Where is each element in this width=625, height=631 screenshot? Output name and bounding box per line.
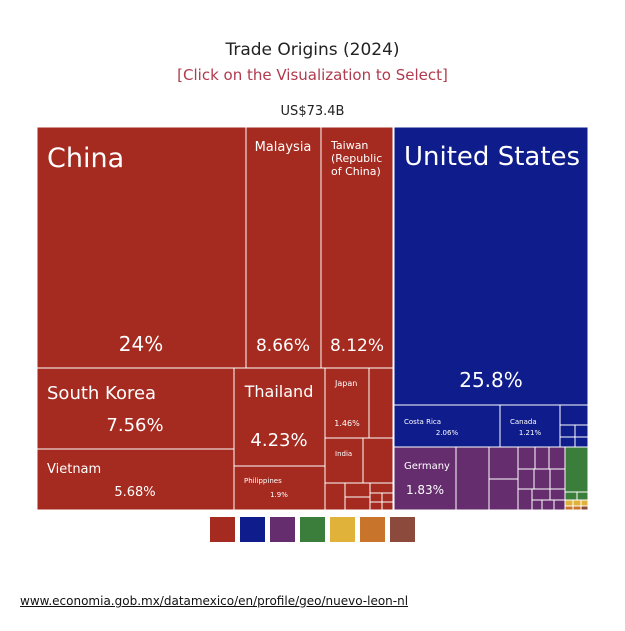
legend-swatch-green[interactable] [300,517,325,542]
tile-minor-asia-5[interactable] [369,482,394,494]
tile-india[interactable] [324,437,364,484]
tile-minor-europe-22[interactable] [533,468,551,490]
tile-label-philippines: Philippines [244,477,282,485]
tile-minor-asia-0[interactable] [368,367,394,439]
tile-minor-europe-27[interactable] [531,499,543,511]
tile-thailand[interactable] [233,367,326,467]
tile-minor-europe-28[interactable] [541,499,555,511]
tile-value-thailand: 4.23% [250,430,307,451]
tile-germany[interactable] [393,446,457,511]
legend-swatch-brown[interactable] [390,517,415,542]
tile-label-china: China [47,143,124,174]
tile-label-malaysia: Malaysia [255,140,312,155]
legend-swatch-orange[interactable] [360,517,385,542]
chart-title: Trade Origins (2024) [225,40,400,60]
tile-united-states[interactable] [393,126,589,406]
tile-minor-green-31[interactable] [564,491,578,501]
tile-minor-asia-8[interactable] [369,501,383,511]
tile-minor-europe-18[interactable] [517,446,536,470]
tile-label-vietnam: Vietnam [47,462,101,477]
tile-label-taiwan-republic-of-china-0: Taiwan [330,139,368,152]
tile-value-taiwan-republic-of-china: 8.12% [330,336,384,356]
tile-minor-yellow-33[interactable] [564,499,574,507]
tile-label-canada: Canada [510,418,537,426]
tile-south-korea[interactable] [36,367,235,450]
tile-philippines[interactable] [233,465,326,511]
tile-minor-asia-1[interactable] [362,437,394,484]
tile-minor-europe-16[interactable] [488,446,519,480]
tile-minor-green-30[interactable] [564,446,589,493]
tile-value-vietnam: 5.68% [114,485,155,500]
tile-minor-americas-11[interactable] [559,424,576,438]
chart-total: US$73.4B [280,104,345,119]
tile-value-germany: 1.83% [406,483,444,497]
tile-value-japan: 1.46% [334,419,360,428]
tile-minor-asia-4[interactable] [344,496,371,511]
legend-swatch-europe[interactable] [270,517,295,542]
tile-minor-orange-36[interactable] [564,505,574,511]
tile-minor-europe-20[interactable] [548,446,566,470]
tile-minor-europe-26[interactable] [549,488,566,501]
tile-minor-europe-23[interactable] [549,468,566,490]
tile-japan[interactable] [324,367,370,439]
tile-label-united-states: United States [404,142,580,172]
tile-label-taiwan-republic-of-china-1: (Republic [331,152,382,165]
tile-label-germany: Germany [404,461,450,472]
tile-minor-asia-7[interactable] [381,492,394,503]
tile-minor-americas-13[interactable] [559,436,576,448]
legend [210,517,415,542]
tile-minor-orange-37[interactable] [572,505,582,511]
chart-subtitle[interactable]: [Click on the Visualization to Select] [177,66,448,84]
tile-canada[interactable] [499,404,561,448]
tile-minor-europe-29[interactable] [553,499,566,511]
tile-minor-asia-6[interactable] [369,492,383,503]
tile-minor-europe-21[interactable] [517,468,535,490]
tile-minor-asia-2[interactable] [324,482,346,511]
tile-minor-asia-9[interactable] [381,501,394,511]
tile-vietnam[interactable] [36,448,235,511]
tile-minor-brown-38[interactable] [580,505,589,511]
tile-value-south-korea: 7.56% [106,415,163,436]
tile-label-thailand: Thailand [244,382,314,401]
tile-minor-americas-10[interactable] [559,404,589,426]
tile-costa-rica[interactable] [393,404,501,448]
tile-minor-americas-12[interactable] [574,424,589,438]
tile-label-costa-rica: Costa Rica [404,418,441,426]
tile-value-china: 24% [119,332,163,356]
tile-label-japan: Japan [334,379,357,388]
tile-minor-yellow-34[interactable] [572,499,582,507]
tile-minor-europe-15[interactable] [455,446,490,511]
tile-label-india: India [335,450,352,458]
tile-minor-yellow-35[interactable] [580,499,589,507]
tile-value-malaysia: 8.66% [256,336,310,356]
tile-value-philippines: 1.9% [270,491,288,499]
tile-minor-europe-25[interactable] [531,488,551,501]
tile-value-united-states: 25.8% [459,368,523,392]
tile-taiwan-republic-of-china[interactable] [320,126,394,369]
source-link[interactable]: www.economia.gob.mx/datamexico/en/profil… [20,594,409,608]
tile-minor-green-32[interactable] [576,491,589,501]
tile-china[interactable] [36,126,247,369]
tile-label-taiwan-republic-of-china-2: of China) [331,165,381,178]
legend-swatch-yellow[interactable] [330,517,355,542]
tile-minor-europe-17[interactable] [488,478,519,511]
tile-label-south-korea: South Korea [47,383,156,404]
tile-minor-americas-14[interactable] [574,436,589,448]
legend-swatch-americas[interactable] [240,517,265,542]
tile-minor-europe-19[interactable] [534,446,550,470]
tile-value-costa-rica: 2.06% [436,429,459,437]
tile-malaysia[interactable] [245,126,322,369]
tile-minor-europe-24[interactable] [517,488,533,511]
tile-minor-asia-3[interactable] [344,482,371,498]
tile-value-canada: 1.21% [519,429,542,437]
legend-swatch-asia[interactable] [210,517,235,542]
